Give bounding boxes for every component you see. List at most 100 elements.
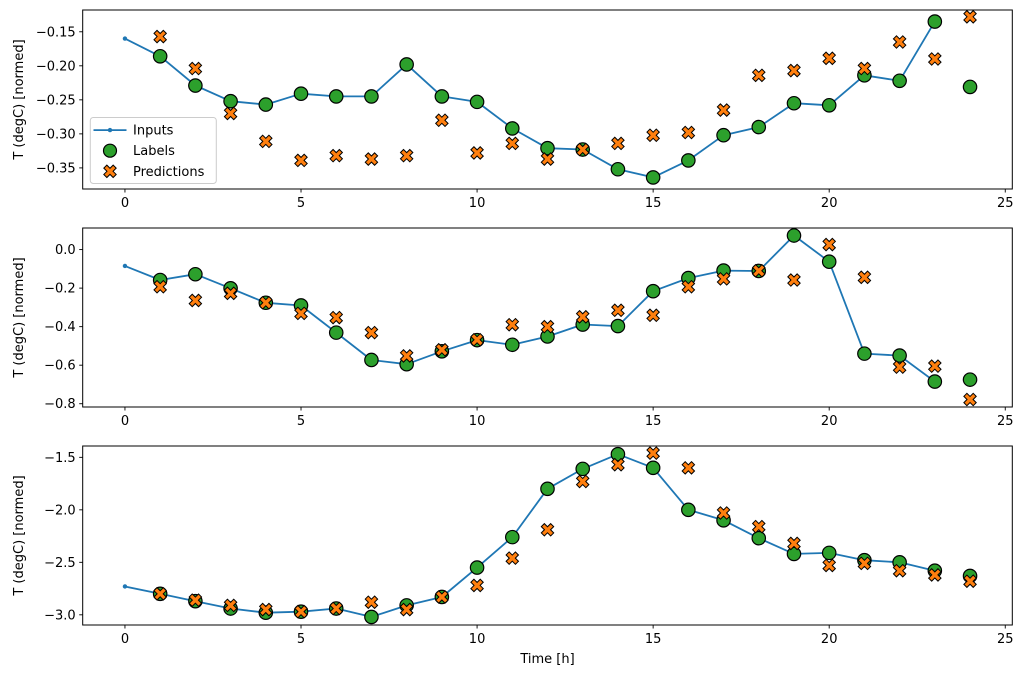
labels-marker (927, 14, 943, 29)
y-tick-label: −2.0 (44, 503, 76, 518)
predictions-marker (470, 332, 484, 347)
legend-frame (89, 117, 217, 184)
legend-predictions-marker (103, 164, 117, 179)
labels-marker (857, 346, 872, 361)
legend-item-label: Labels (133, 144, 175, 159)
x-tick-label: 15 (645, 414, 662, 429)
y-tick-label: −0.4 (44, 320, 76, 335)
predictions-marker (857, 556, 872, 571)
predictions-marker (188, 61, 203, 76)
inputs-line (124, 453, 936, 618)
labels-marker (188, 78, 203, 93)
labels-marker (927, 374, 943, 389)
x-tick-label: 20 (821, 196, 838, 211)
labels-marker (821, 545, 837, 561)
subplot-1: 0 5 10 15 20 25 0.0 −0.2 −0.4 −0.6 −0.8 T (degC) [n… (12, 227, 1014, 429)
predictions-marker (681, 460, 696, 475)
predictions-marker (822, 558, 837, 573)
y-tick-label: −0.20 (36, 59, 76, 74)
labels-marker (328, 89, 344, 104)
predictions-marker (787, 63, 801, 78)
y-tick-label: −1.5 (44, 451, 76, 466)
predictions-marker (188, 593, 203, 608)
predictions-marker (434, 342, 449, 357)
x-tick-label: 15 (645, 196, 662, 211)
predictions-marker (223, 598, 238, 613)
y-tick-label: −2.5 (44, 556, 76, 571)
labels-marker (610, 161, 626, 177)
predictions-marker (223, 286, 238, 301)
predictions-marker (294, 306, 308, 321)
labels-marker (364, 352, 379, 368)
subplot-2: 0 5 10 15 20 25 −1.5 −2.0 −2.5 −3.0 T (degC) [norm… (12, 445, 1014, 667)
predictions-marker (822, 51, 837, 66)
predictions-marker (329, 148, 344, 163)
x-tick-label: 5 (297, 414, 305, 429)
x-tick-label: 25 (997, 414, 1014, 429)
y-tick-label: 0.0 (55, 243, 76, 258)
predictions-marker (857, 61, 872, 76)
labels-marker (188, 266, 203, 282)
predictions-marker (329, 601, 344, 616)
predictions-marker (963, 9, 977, 24)
inputs-line (124, 234, 936, 383)
x-tick-label: 5 (297, 632, 305, 647)
x-tick-label: 10 (469, 414, 486, 429)
predictions-marker (505, 551, 520, 566)
inputs-point (122, 36, 128, 41)
x-tick-label: 0 (121, 196, 129, 211)
axes-frame (82, 227, 1013, 408)
labels-marker (152, 48, 168, 64)
predictions-marker (399, 148, 414, 163)
predictions-marker (892, 360, 907, 375)
predictions-marker (470, 146, 484, 160)
x-tick-label: 10 (469, 196, 486, 211)
predictions-marker (258, 602, 273, 617)
labels-marker (962, 372, 978, 387)
labels-marker (892, 73, 907, 89)
labels-marker (293, 86, 309, 102)
labels-marker (504, 337, 520, 353)
labels-marker (504, 529, 520, 545)
y-tick-label: −0.30 (36, 127, 76, 142)
labels-marker (223, 93, 238, 109)
predictions-marker (646, 446, 661, 461)
labels-marker (786, 546, 802, 562)
labels-marker (645, 283, 661, 299)
predictions-marker (294, 153, 308, 168)
labels-marker (786, 95, 802, 111)
labels-marker (821, 97, 837, 113)
predictions-marker (153, 586, 168, 601)
predictions-marker (716, 506, 731, 520)
labels-marker (645, 460, 661, 476)
subplot-0: 0 5 10 15 20 25 −0.15 −0.20 −0.25 −0.30 −0.35 T (de… (12, 9, 1014, 211)
labels-marker (364, 89, 379, 104)
inputs-point (122, 263, 128, 269)
predictions-marker (153, 279, 168, 294)
labels-marker (751, 530, 767, 546)
predictions-marker (611, 303, 625, 318)
labels-marker (434, 89, 450, 104)
axes-frame (82, 445, 1013, 626)
predictions-marker (258, 134, 273, 149)
predictions-marker (716, 271, 731, 286)
labels-marker (258, 97, 274, 112)
predictions-marker (505, 317, 520, 332)
predictions-marker (223, 106, 238, 121)
y-tick-label: −0.25 (36, 93, 76, 108)
predictions-marker (611, 457, 625, 472)
predictions-marker (822, 237, 837, 252)
legend-labels-marker (102, 143, 118, 158)
predictions-marker (927, 52, 942, 66)
predictions-marker (681, 279, 696, 294)
predictions-marker (540, 522, 555, 537)
predictions-marker (857, 270, 872, 285)
predictions-marker (470, 578, 484, 593)
labels-marker (399, 57, 414, 72)
y-axis-label: T (degC) [normed] (12, 475, 27, 596)
predictions-marker (787, 536, 801, 551)
labels-marker (716, 127, 731, 143)
y-tick-label: −0.8 (44, 397, 76, 412)
labels-marker (540, 481, 555, 497)
